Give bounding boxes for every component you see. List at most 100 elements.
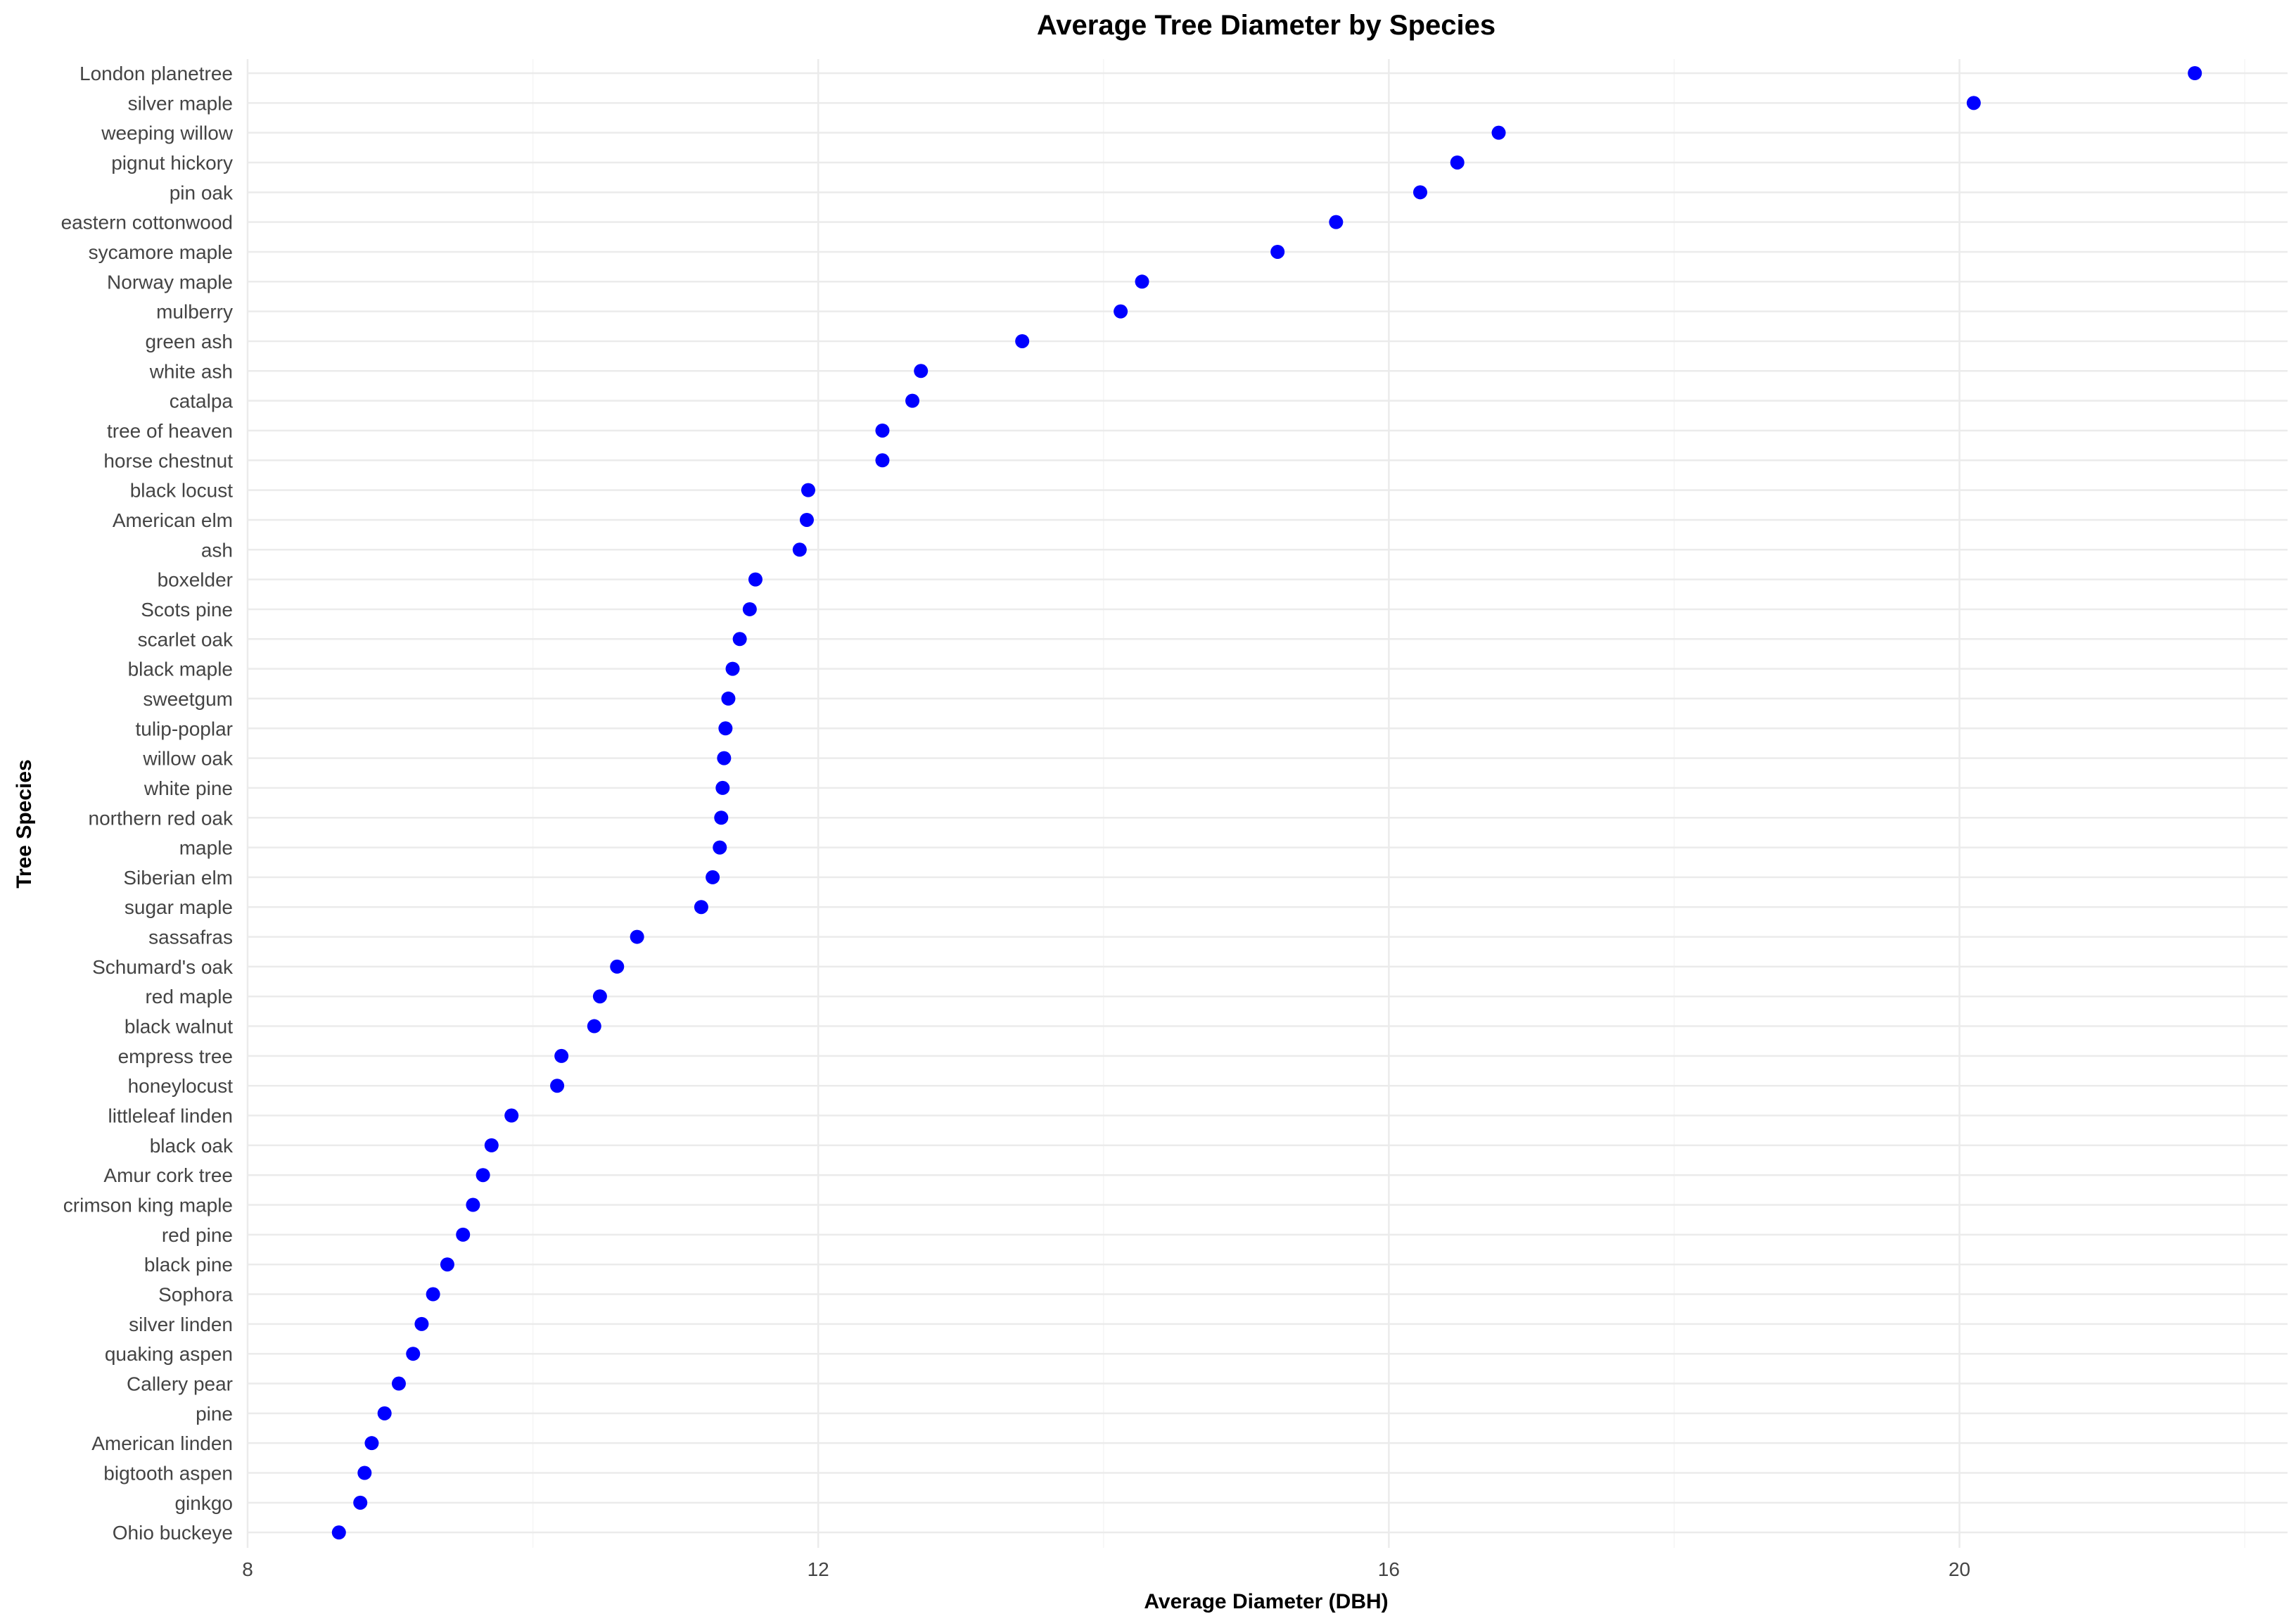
y-tick-label: white ash [149,360,233,382]
data-points [331,66,2202,1540]
x-axis-title: Average Diameter (DBH) [1144,1590,1388,1613]
y-tick-label: northern red oak [89,807,234,829]
data-point [377,1406,392,1420]
data-point [592,989,607,1004]
data-point [406,1347,421,1361]
y-tick-label: mulberry [156,301,233,323]
data-point [714,810,729,825]
y-tick-label: ash [201,539,233,561]
y-tick-label: black walnut [125,1016,233,1038]
x-tick-labels: 8 12 16 20 [242,1558,1970,1580]
data-point [1412,185,1427,200]
data-point [1329,215,1344,229]
data-point [1135,274,1149,289]
y-tick-label: ginkgo [174,1492,233,1514]
data-point [748,572,763,587]
y-tick-label: eastern cottonwood [61,212,233,234]
data-point [706,870,720,884]
data-point [799,512,814,527]
data-point [630,929,644,944]
y-tick-label: honeylocust [128,1075,234,1097]
x-tick-label: 8 [242,1558,253,1580]
y-tick-label: black pine [144,1254,233,1276]
y-tick-label: tree of heaven [107,420,233,442]
y-tick-label: Norway maple [107,271,233,293]
data-point [587,1019,601,1034]
x-tick-label: 16 [1378,1558,1400,1580]
data-point [717,751,732,765]
y-tick-label: empress tree [118,1045,233,1067]
y-tick-label: quaking aspen [105,1343,233,1365]
y-tick-label: sassafras [148,927,233,948]
data-point [440,1257,454,1272]
data-point [456,1227,471,1242]
y-tick-label: willow oak [142,748,234,770]
y-tick-label: black maple [128,659,233,680]
y-tick-label: crimson king maple [63,1195,233,1216]
data-point [331,1525,346,1540]
y-tick-label: maple [179,837,233,859]
y-tick-label: Schumard's oak [92,956,234,978]
y-tick-label: sweetgum [143,688,233,710]
y-tick-label: bigtooth aspen [103,1463,233,1485]
y-tick-label: Siberian elm [123,867,233,889]
data-point [2188,66,2202,80]
data-point [718,721,733,736]
data-point [1966,96,1981,110]
data-point [694,900,708,915]
y-tick-label: American linden [91,1432,233,1454]
data-point [875,453,890,468]
data-point [715,780,730,795]
y-tick-label: red pine [162,1224,233,1246]
data-point [1270,244,1285,259]
y-tick-label: white pine [144,777,233,799]
y-tick-label: Sophora [158,1284,233,1306]
y-tick-label: London planetree [79,63,233,84]
y-tick-label: littleleaf linden [108,1105,233,1127]
data-point [1015,333,1030,348]
data-point [550,1079,565,1093]
y-tick-label: sycamore maple [89,241,233,263]
data-point [414,1316,429,1331]
data-point [466,1197,480,1212]
y-tick-label: sugar maple [125,896,233,918]
grid [246,59,2288,1548]
data-point [476,1168,490,1183]
y-tick-labels: London planetree silver maple weeping will… [61,63,234,1544]
y-tick-label: Amur cork tree [103,1164,233,1186]
data-point [732,632,747,647]
data-point [742,602,757,616]
y-tick-label: weeping willow [101,122,234,144]
data-point [391,1376,406,1391]
y-tick-label: pignut hickory [111,152,233,174]
data-point [792,542,807,557]
y-tick-label: Callery pear [127,1373,233,1395]
y-tick-label: boxelder [158,569,233,591]
data-point [914,364,929,379]
y-axis-title: Tree Species [13,759,36,888]
data-point [484,1138,499,1152]
data-point [554,1048,569,1063]
data-point [713,840,727,855]
data-point [721,691,736,706]
y-tick-label: horse chestnut [103,450,233,471]
data-point [1450,155,1465,170]
y-tick-label: silver maple [128,92,233,114]
data-point [364,1436,379,1451]
data-point [357,1466,372,1480]
y-tick-label: pine [196,1403,233,1425]
y-tick-label: tulip-poplar [135,718,233,739]
y-tick-label: scarlet oak [138,628,234,650]
y-tick-label: green ash [145,331,233,352]
data-point [353,1495,368,1510]
x-tick-label: 20 [1949,1558,1970,1580]
data-point [875,423,890,438]
chart-title: Average Tree Diameter by Species [1037,10,1495,41]
y-tick-label: pin oak [170,182,234,203]
y-tick-label: Scots pine [141,599,233,621]
y-tick-label: catalpa [170,390,234,412]
data-point [725,661,740,676]
y-tick-label: Ohio buckeye [113,1522,233,1544]
